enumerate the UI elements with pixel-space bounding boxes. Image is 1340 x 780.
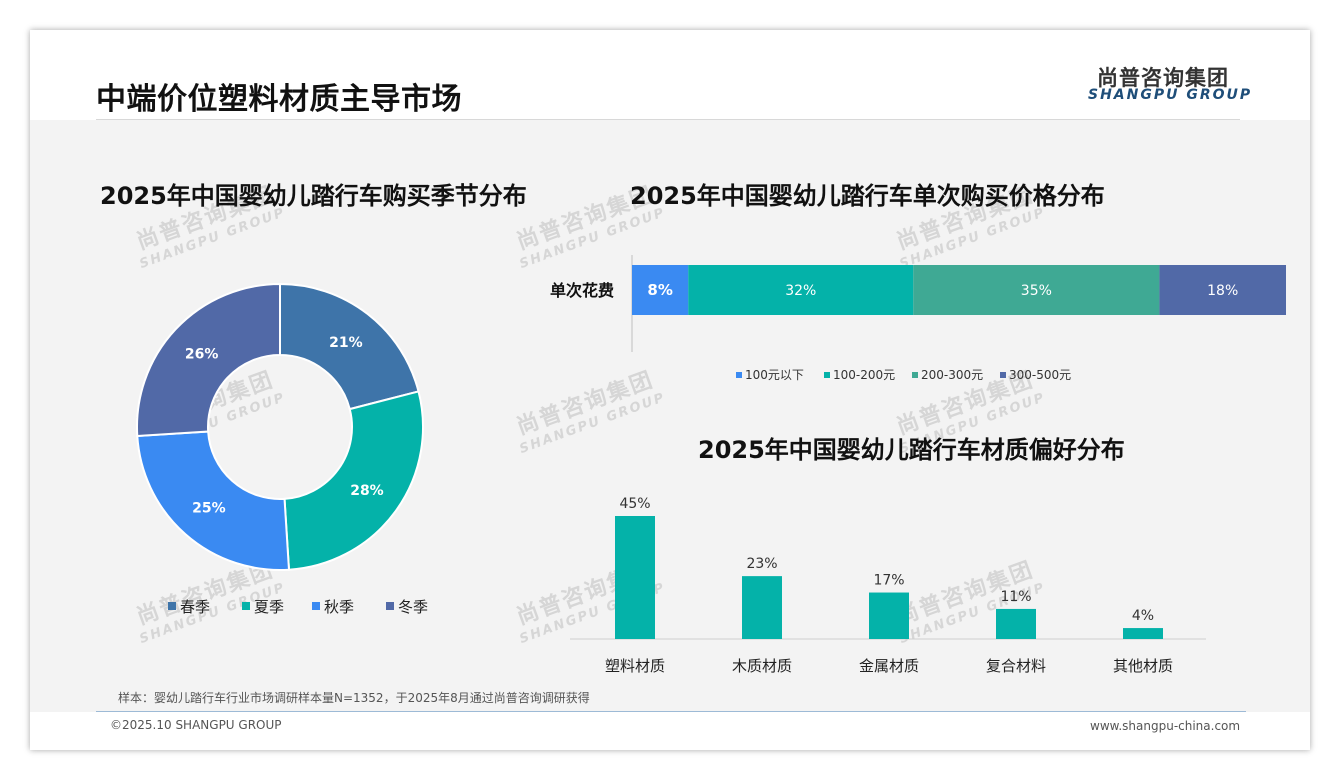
donut-slice-label: 26% bbox=[185, 346, 219, 362]
bar bbox=[615, 516, 655, 639]
bar bbox=[869, 592, 909, 639]
season-chart-title: 2025年中国婴幼儿踏行车购买季节分布 bbox=[100, 182, 527, 210]
material-bar-chart: 45% 塑料材质 23% 木质材质 17% 金属材质 11% 复合材料 4% 其他材质 bbox=[570, 496, 1206, 675]
bar bbox=[996, 608, 1036, 639]
legend-swatch bbox=[912, 371, 918, 378]
bar-category-label: 金属材质 bbox=[859, 657, 919, 675]
bar bbox=[1123, 628, 1163, 639]
segment-label: 35% bbox=[1021, 283, 1052, 299]
legend-winter: 冬季 bbox=[386, 596, 428, 617]
donut-slice-label: 25% bbox=[192, 501, 226, 517]
donut-slice bbox=[136, 430, 291, 571]
legend-swatch bbox=[736, 371, 742, 378]
material-chart-title: 2025年中国婴幼儿踏行车材质偏好分布 bbox=[698, 436, 1125, 464]
donut-slice bbox=[136, 282, 281, 438]
legend-price-100: 100元以下 bbox=[736, 366, 804, 383]
header-band bbox=[30, 30, 1310, 120]
copyright: ©2025.10 SHANGPU GROUP bbox=[110, 718, 282, 732]
bar-category-label: 木质材质 bbox=[732, 657, 792, 675]
segment-label: 18% bbox=[1207, 283, 1238, 299]
legend-summer: 夏季 bbox=[242, 596, 284, 617]
bar-category-label: 复合材料 bbox=[986, 657, 1046, 675]
bar-value-label: 17% bbox=[873, 573, 904, 589]
sample-note: 样本：婴幼儿踏行车行业市场调研样本量N=1352，于2025年8月通过尚普咨询调… bbox=[118, 691, 590, 705]
stacked-segment bbox=[1159, 265, 1286, 315]
bar-category-label: 塑料材质 bbox=[605, 657, 665, 675]
header-divider bbox=[96, 119, 1240, 120]
price-chart-title: 2025年中国婴幼儿踏行车单次购买价格分布 bbox=[630, 182, 1105, 210]
stacked-segment bbox=[688, 265, 914, 315]
legend-price-100-200: 100-200元 bbox=[824, 366, 895, 383]
bar-category-label: 其他材质 bbox=[1113, 657, 1173, 675]
segment-label: 8% bbox=[647, 281, 672, 299]
bar-value-label: 45% bbox=[619, 496, 650, 512]
legend-autumn: 秋季 bbox=[312, 596, 354, 617]
page-title: 中端价位塑料材质主导市场 bbox=[96, 82, 462, 117]
donut-slice bbox=[279, 282, 420, 411]
donut-slice bbox=[283, 390, 424, 571]
slide: 中端价位塑料材质主导市场 尚普咨询集团 SHANGPU GROUP 尚普咨询集团… bbox=[30, 30, 1310, 750]
legend-swatch bbox=[312, 601, 320, 610]
bar bbox=[742, 576, 782, 639]
segment-label: 32% bbox=[785, 283, 816, 299]
bar-value-label: 11% bbox=[1000, 589, 1031, 605]
donut-slice-label: 21% bbox=[329, 335, 363, 351]
category-label: 单次花费 bbox=[550, 281, 614, 300]
legend-price-300-500: 300-500元 bbox=[1000, 366, 1071, 383]
stacked-segment bbox=[913, 265, 1160, 315]
stacked-segment bbox=[632, 265, 689, 315]
donut-slice-label: 28% bbox=[350, 483, 384, 499]
legend-swatch bbox=[824, 371, 830, 378]
season-donut-chart: 21% 28% 25% 26% bbox=[136, 282, 424, 571]
logo-text-cn: 尚普咨询集团 bbox=[1097, 66, 1229, 90]
bar-value-label: 23% bbox=[746, 556, 777, 572]
legend-price-200-300: 200-300元 bbox=[912, 366, 983, 383]
bar-value-label: 4% bbox=[1132, 608, 1154, 624]
price-stacked-bar-chart: 单次花费 8% 32% 35% 18% bbox=[550, 255, 1286, 352]
legend-swatch bbox=[1000, 371, 1006, 378]
website-url: www.shangpu-china.com bbox=[1090, 719, 1241, 733]
footer-band bbox=[30, 712, 1310, 750]
footer-divider bbox=[96, 711, 1246, 712]
legend-swatch bbox=[386, 601, 394, 610]
legend-spring: 春季 bbox=[168, 596, 210, 617]
logo-text-en: SHANGPU GROUP bbox=[1088, 87, 1253, 103]
legend-swatch bbox=[242, 601, 250, 610]
legend-swatch bbox=[168, 601, 176, 610]
